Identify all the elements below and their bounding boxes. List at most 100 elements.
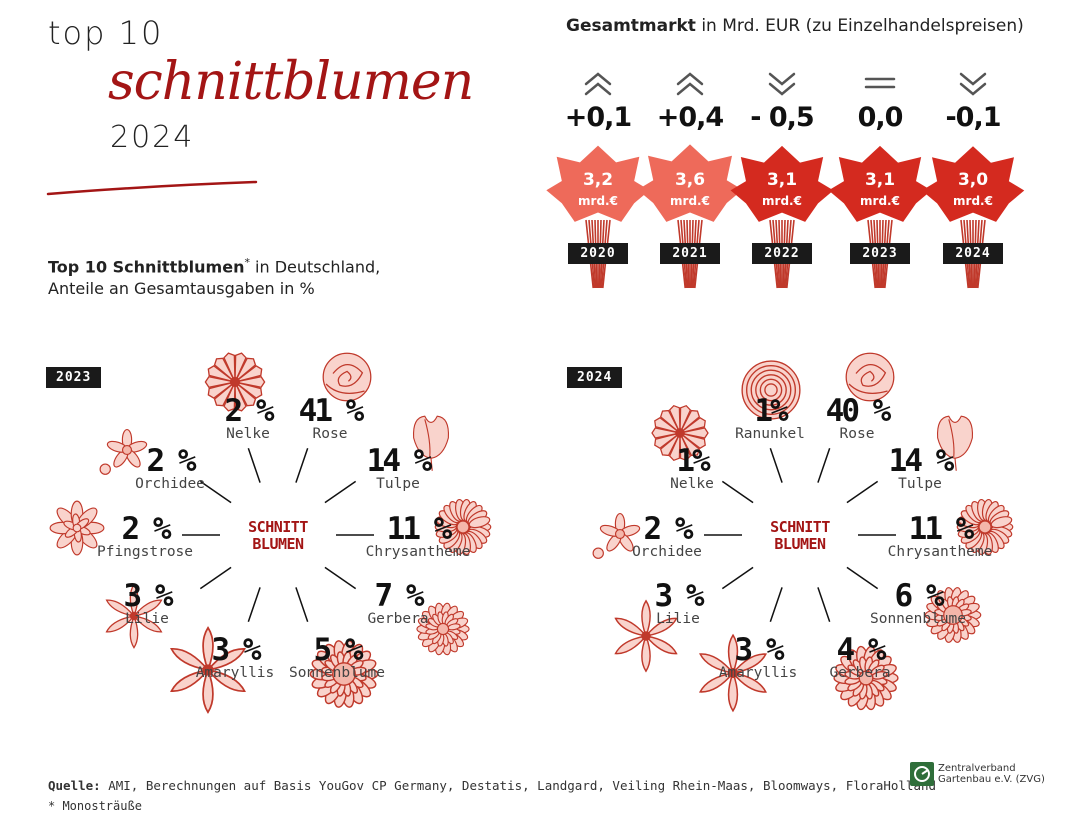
slice-value: 1% [676, 443, 710, 479]
rose-icon [322, 352, 372, 402]
sunflower-icon [309, 640, 379, 708]
ray-line [721, 480, 754, 504]
ray-line [199, 480, 232, 504]
market-title: Gesamtmarkt in Mrd. EUR (zu Einzelhandel… [566, 16, 1024, 36]
bouquet-unit-label: mrd.€ [860, 194, 900, 208]
center-label-line-1: SCHNITT [770, 518, 830, 536]
center-label-line-1: SCHNITT [248, 518, 308, 536]
orchid-icon [592, 512, 641, 559]
source-note: Quelle: AMI, Berechnungen auf Basis YouG… [48, 778, 936, 793]
title-year: 2024 [110, 120, 195, 155]
ray-line [295, 587, 309, 622]
slice-value: 41 % [298, 393, 365, 429]
gerbera-icon [833, 645, 899, 711]
ranunculus-icon [741, 360, 801, 420]
slice-value: 6 % [894, 578, 945, 614]
bouquet-value-label: 3,1 [864, 170, 896, 190]
source-label: Quelle: [48, 778, 101, 793]
slice-value: 1% [754, 393, 788, 429]
slice-label: Tulpe [898, 476, 942, 492]
slice-value: 3 % [211, 632, 262, 668]
ray-line [817, 587, 831, 622]
bouquet-unit-label: mrd.€ [670, 194, 710, 208]
slice-value: 2 % [224, 393, 275, 429]
slice-label: Nelke [670, 476, 714, 492]
slice-label: Ranunkel [735, 426, 805, 442]
bouquet-unit-label: mrd.€ [762, 194, 802, 208]
slice-value: 11 % [908, 511, 975, 547]
carnation-icon [204, 352, 266, 412]
ray-line [769, 448, 783, 483]
ray-line [817, 448, 831, 483]
carnation-icon [651, 404, 709, 462]
rose-icon [845, 352, 895, 402]
slice-label: Orchidee [135, 476, 205, 492]
market-change-value: +0,4 [656, 102, 724, 133]
subtitle-rest: in Deutschland, [249, 257, 381, 277]
bouquet-unit-label: mrd.€ [578, 194, 618, 208]
market-change-value: - 0,5 [750, 102, 814, 133]
chevron-down-icon [959, 72, 987, 96]
slice-value: 5 % [313, 632, 364, 668]
slice-label: Rose [839, 426, 875, 442]
chrysanthemum-icon [434, 498, 492, 556]
slice-label: Amaryllis [195, 665, 275, 681]
amaryllis-icon [698, 633, 768, 713]
slice-label: Orchidee [632, 544, 702, 560]
market-year-badge: 2022 [752, 243, 812, 264]
slice-label: Gerbera [367, 611, 429, 627]
bouquet-value-label: 3,0 [957, 170, 989, 190]
amaryllis-icon [170, 626, 246, 714]
orchid-icon [99, 428, 148, 475]
market-year-badge: 2020 [568, 243, 628, 264]
market-change-value: -0,1 [945, 102, 1001, 133]
ray-line [247, 448, 261, 483]
equals-icon [864, 77, 896, 89]
slice-value: 4 % [836, 632, 887, 668]
source-text: AMI, Berechnungen auf Basis YouGov CP Ge… [100, 778, 937, 793]
slice-value: 14 % [366, 443, 433, 479]
slice-value: 11 % [386, 511, 453, 547]
chevron-up-icon [676, 72, 704, 96]
subtitle-asterisk: * [244, 256, 250, 269]
subtitle-bold: Top 10 Schnittblumen [48, 257, 245, 277]
market-year-badge: 2023 [850, 243, 910, 264]
ray-line [846, 566, 879, 590]
subtitle: Top 10 Schnittblumen* in Deutschland, An… [48, 252, 380, 300]
slice-label: Gerbera [829, 665, 891, 681]
slice-value: 2 % [121, 511, 172, 547]
peony-icon [49, 500, 105, 556]
bouquet-value-label: 3,1 [766, 170, 798, 190]
subtitle-line-2: Anteile an Gesamtausgaben in % [48, 279, 315, 299]
bouquet-value-label: 3,2 [582, 170, 614, 190]
ray-line [846, 480, 879, 504]
bouquet-unit-label: mrd.€ [953, 194, 993, 208]
lily-icon [614, 599, 678, 673]
market-year-badge: 2024 [943, 243, 1003, 264]
slice-value: 3 % [123, 578, 174, 614]
chrysanthemum-icon [956, 498, 1014, 556]
slice-label: Chrysantheme [887, 544, 993, 560]
center-label-line-2: BLUMEN [252, 535, 304, 553]
tulip-icon [412, 415, 450, 471]
ray-line [295, 448, 309, 483]
slice-label: Sonnenblume [869, 611, 967, 627]
slice-label: Lilie [125, 611, 169, 627]
ray-line [324, 566, 357, 590]
slice-value: 2 % [146, 443, 197, 479]
slice-value: 40 % [825, 393, 892, 429]
chevron-down-icon [768, 72, 796, 96]
slice-label: Chrysantheme [365, 544, 471, 560]
center-label-line-2: BLUMEN [774, 535, 826, 553]
footnote: * Monosträuße [48, 799, 142, 813]
chevron-up-icon [584, 72, 612, 96]
market-title-rest: in Mrd. EUR (zu Einzelhandelspreisen) [695, 16, 1024, 36]
zvg-logo-icon [910, 762, 934, 786]
center-label-2024: SCHNITT BLUMEN [750, 519, 850, 553]
ray-line [324, 480, 357, 504]
lily-icon [105, 583, 163, 649]
ray-line [721, 566, 754, 590]
title-line-1: top 10 [48, 14, 164, 52]
slice-label: Sonnenblume [288, 665, 386, 681]
